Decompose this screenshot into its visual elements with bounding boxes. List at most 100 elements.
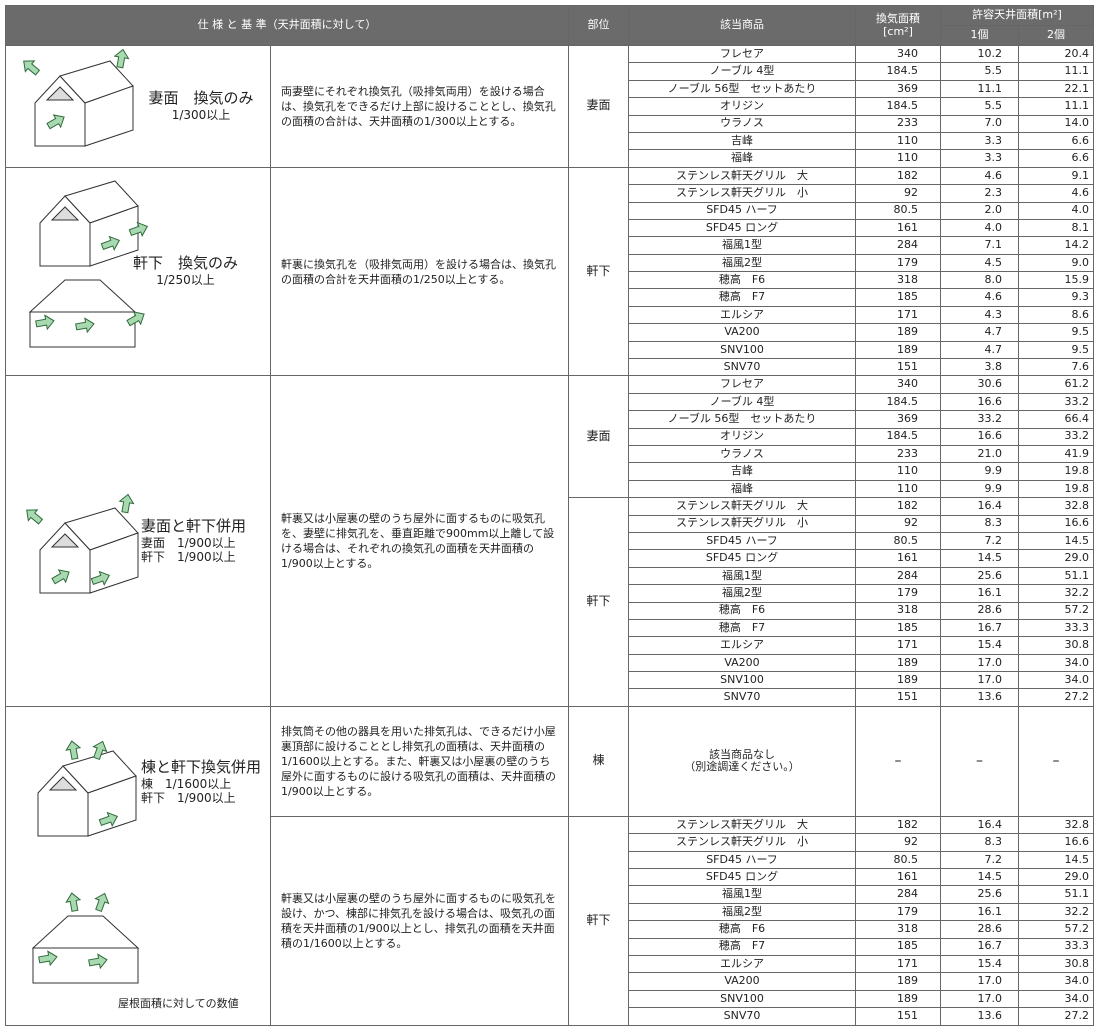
area: 161	[855, 868, 941, 887]
two-units: 4.0	[1018, 201, 1094, 220]
one-unit: 9.9	[940, 479, 1019, 499]
product: SNV100	[628, 340, 856, 360]
area: 92	[855, 514, 941, 533]
area: 340	[855, 44, 941, 64]
two-units: 16.6	[1018, 833, 1094, 852]
one-unit: 4.5	[940, 253, 1019, 273]
one-unit: 16.6	[940, 427, 1019, 446]
two-units: 61.2	[1018, 375, 1094, 394]
area: 171	[855, 305, 941, 325]
area: 318	[855, 601, 941, 620]
one-unit: 16.4	[940, 497, 1019, 516]
spec-line: 棟 1/1600以上	[141, 777, 232, 792]
two-units: 34.0	[1018, 653, 1094, 673]
two-units: 33.2	[1018, 427, 1094, 446]
header-unit: [cm²]	[883, 24, 913, 38]
product: ノーブル 56型 セットあたり	[628, 410, 856, 429]
product: 穂高 F6	[628, 271, 856, 290]
product: SNV70	[628, 1007, 856, 1026]
area: 189	[855, 989, 941, 1009]
one-unit: 3.8	[940, 358, 1019, 377]
area: 80.5	[855, 850, 941, 870]
area: 340	[855, 375, 941, 394]
spec-title: 妻面 換気のみ	[148, 88, 254, 107]
spec-line: 妻面 1/900以上	[141, 535, 236, 550]
two-units: 32.2	[1018, 584, 1094, 603]
two-units: 66.4	[1018, 410, 1094, 429]
area: 171	[855, 954, 941, 974]
area: 189	[855, 323, 941, 342]
area: 151	[855, 358, 941, 377]
product: 吉峰	[628, 131, 856, 151]
product: 福風1型	[628, 566, 856, 586]
area: 171	[855, 636, 941, 655]
one-unit: 25.6	[940, 566, 1019, 586]
two-units: 32.8	[1018, 815, 1094, 835]
product: 穂高 F7	[628, 288, 856, 307]
product: 福風1型	[628, 885, 856, 904]
product: ステンレス軒天グリル 小	[628, 514, 856, 533]
two-units: 6.6	[1018, 131, 1094, 151]
description: 軒裏又は小屋裏の壁のうち屋外に面するものに吸気孔を、妻壁に排気孔を、垂直距離で9…	[270, 375, 569, 707]
area: 110	[855, 149, 941, 168]
area: 189	[855, 340, 941, 360]
one-unit: 4.0	[940, 218, 1019, 238]
header-cell: 部位	[568, 5, 629, 46]
one-unit: 9.9	[940, 462, 1019, 481]
ventilation-table: 仕 様 と 基 準（天井面積に対して） 部位 該当商品 換気面積 [cm²] 許容天井面積…	[5, 5, 1094, 1026]
product: VA200	[628, 972, 856, 991]
area: 179	[855, 253, 941, 273]
product: ノーブル 4型	[628, 392, 856, 412]
product: 吉峰	[628, 462, 856, 481]
two-units: 8.1	[1018, 218, 1094, 238]
product: SFD45 ハーフ	[628, 531, 856, 551]
area: 110	[855, 131, 941, 151]
area: 185	[855, 618, 941, 638]
area: 80.5	[855, 531, 941, 551]
product: VA200	[628, 653, 856, 673]
one-unit: 16.1	[940, 902, 1019, 922]
product: 福風2型	[628, 902, 856, 922]
part: 棟	[568, 705, 629, 817]
one-unit: 17.0	[940, 989, 1019, 1009]
area: 189	[855, 972, 941, 991]
product: フレセア	[628, 375, 856, 394]
one-unit: 16.7	[940, 618, 1019, 638]
one-unit: 4.3	[940, 305, 1019, 325]
header-cell: 許容天井面積[m²]	[940, 5, 1094, 26]
area: 184.5	[855, 97, 941, 116]
area: 80.5	[855, 201, 941, 220]
value: –	[855, 705, 941, 817]
area: 233	[855, 444, 941, 464]
one-unit: 17.0	[940, 671, 1019, 690]
two-units: 30.8	[1018, 954, 1094, 974]
area: 233	[855, 114, 941, 133]
header-cell: 該当商品	[628, 5, 856, 46]
product: ステンレス軒天グリル 大	[628, 497, 856, 516]
two-units: 33.2	[1018, 392, 1094, 412]
product: オリジン	[628, 97, 856, 116]
area: 151	[855, 1007, 941, 1026]
area: 189	[855, 671, 941, 690]
two-units: 15.9	[1018, 271, 1094, 290]
two-units: 27.2	[1018, 688, 1094, 707]
two-units: 20.4	[1018, 44, 1094, 64]
one-unit: 16.7	[940, 937, 1019, 956]
header-text: 換気面積	[876, 11, 920, 25]
header-cell: 換気面積 [cm²]	[855, 5, 941, 46]
product: 穂高 F6	[628, 601, 856, 620]
one-unit: 16.1	[940, 584, 1019, 603]
one-unit: 15.4	[940, 636, 1019, 655]
product: 福風2型	[628, 584, 856, 603]
two-units: 57.2	[1018, 601, 1094, 620]
two-units: 14.2	[1018, 236, 1094, 255]
one-unit: 28.6	[940, 920, 1019, 939]
area: 284	[855, 236, 941, 255]
area: 318	[855, 920, 941, 939]
spec-line: 1/300以上	[171, 108, 231, 123]
two-units: 29.0	[1018, 549, 1094, 568]
header-cell: 1個	[940, 25, 1019, 46]
product: 福風1型	[628, 236, 856, 255]
area: 110	[855, 462, 941, 481]
